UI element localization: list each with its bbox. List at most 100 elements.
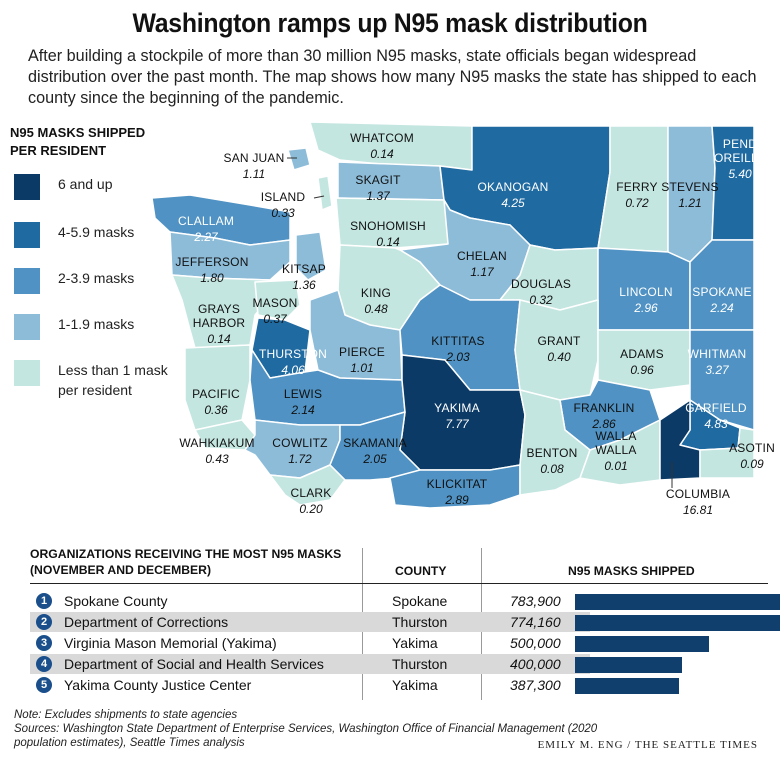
county-label-cowlitz: COWLITZ 1.72 [272, 436, 327, 466]
county-label-king: KING 0.48 [361, 286, 391, 316]
county-name: FERRY [616, 180, 657, 194]
legend-label: Less than 1 mask per resident [58, 362, 168, 398]
organization-name: Yakima County Justice Center [64, 677, 252, 693]
legend-swatch [14, 174, 40, 200]
county-value: 2.03 [445, 350, 470, 364]
county-value: 2.24 [709, 301, 734, 315]
county-value: 0.36 [204, 403, 228, 417]
county-value: 1.80 [200, 271, 224, 285]
county-name: OREILLE [714, 151, 766, 165]
legend-label: 4-5.9 masks [58, 224, 135, 240]
county-name: CLARK [290, 486, 331, 500]
table-header-rule [30, 583, 768, 584]
county-name: ADAMS [620, 347, 664, 361]
county-label-douglas: DOUGLAS 0.32 [511, 277, 571, 307]
organization-name: Department of Corrections [64, 614, 229, 630]
county-name: HARBOR [193, 316, 246, 330]
county-value: 0.14 [207, 332, 231, 346]
county-value: 1.72 [288, 452, 312, 466]
county-label-benton: BENTON 0.08 [527, 446, 578, 476]
county-name: SKAGIT [355, 173, 401, 187]
county-grays-harbor [171, 274, 271, 349]
organization-name: Department of Social and Health Services [64, 656, 324, 672]
county-value: 0.20 [299, 502, 323, 516]
county-value: 0.01 [604, 459, 627, 473]
county-value: 4.25 [501, 196, 525, 210]
county-benton [519, 389, 591, 496]
table-row: 2 Department of Corrections Thurston 774,16… [30, 612, 780, 632]
county-name: YAKIMA [434, 401, 480, 415]
county-island [317, 175, 333, 211]
county-value: 0.37 [263, 312, 288, 326]
county-name: PACIFIC [192, 387, 240, 401]
masks-shipped-value: 387,300 [510, 677, 561, 693]
legend-swatch [14, 222, 40, 248]
rank-badge: 4 [36, 656, 52, 672]
county-label-stevens: STEVENS 1.21 [661, 180, 718, 210]
county-value: 0.14 [376, 235, 400, 249]
county-label-wahkiakum: WAHKIAKUM 0.43 [179, 436, 254, 466]
county-name: Yakima [392, 677, 438, 693]
county-value: 1.17 [470, 265, 495, 279]
county-name: MASON [252, 296, 297, 310]
legend-swatch [14, 268, 40, 294]
county-name: SKAMANIA [343, 436, 407, 450]
row-shade [30, 654, 590, 674]
county-value: 0.72 [625, 196, 649, 210]
organization-name: Virginia Mason Memorial (Yakima) [64, 635, 277, 651]
county-name: WHATCOM [350, 131, 414, 145]
county-spokane [689, 239, 755, 331]
legend-swatch [14, 360, 40, 386]
county-name: LEWIS [284, 387, 322, 401]
county-name: CLALLAM [178, 214, 234, 228]
county-asotin [699, 427, 755, 479]
county-value: 0.43 [205, 452, 229, 466]
organization-name: Spokane County [64, 593, 168, 609]
county-value: 2.96 [633, 301, 658, 315]
legend-item: 2-3.9 masks [14, 268, 178, 294]
island-leader [313, 195, 325, 199]
masks-shipped-bar [575, 594, 780, 610]
legend-item: 6 and up [14, 174, 178, 200]
county-label-kitsap: KITSAP 1.36 [282, 262, 326, 292]
county-name: KITTITAS [431, 334, 484, 348]
county-pierce [309, 289, 403, 381]
county-label-clark: CLARK 0.20 [290, 486, 331, 516]
county-name: WAHKIAKUM [179, 436, 254, 450]
sources-text: Sources: Washington State Department of … [14, 723, 598, 749]
county-label-skagit: SKAGIT 1.37 [355, 173, 401, 203]
county-name: LINCOLN [619, 285, 672, 299]
county-name: KING [361, 286, 391, 300]
county-name: GARFIELD [685, 401, 747, 415]
county-value: 2.05 [362, 452, 387, 466]
county-value: 2.89 [444, 493, 469, 507]
county-name: STEVENS [661, 180, 718, 194]
county-value: 5.40 [728, 167, 752, 181]
rank-badge: 3 [36, 635, 52, 651]
county-name: Spokane [392, 593, 448, 609]
table-title: ORGANIZATIONS RECEIVING THE MOST N95 MAS… [30, 547, 342, 577]
county-label-franklin: FRANKLIN 2.86 [574, 401, 635, 431]
rank-badge: 2 [36, 614, 52, 630]
county-value: 0.96 [630, 363, 654, 377]
county-label-chelan: CHELAN 1.17 [457, 249, 507, 279]
county-name: Thurston [392, 614, 448, 630]
masks-shipped-bar [575, 636, 709, 652]
county-name: KITSAP [282, 262, 326, 276]
county-columbia [659, 399, 701, 481]
county-name: GRAYS [198, 302, 240, 316]
county-kitsap [295, 231, 327, 281]
county-name: SAN JUAN [224, 151, 285, 165]
county-name: DOUGLAS [511, 277, 571, 291]
county-value: 3.27 [705, 363, 730, 377]
masks-shipped-value: 400,000 [510, 656, 561, 672]
footnote: Note: Excludes shipments to state agenci… [14, 708, 634, 750]
county-label-yakima: YAKIMA 7.77 [434, 401, 480, 431]
county-value: 0.09 [740, 457, 764, 471]
rank-badge: 5 [36, 677, 52, 693]
county-label-klickitat: KLICKITAT 2.89 [427, 477, 488, 507]
county-label-lincoln: LINCOLN 2.96 [619, 285, 672, 315]
page-subtitle: After building a stockpile of more than … [28, 47, 757, 107]
row-shade [30, 612, 590, 632]
